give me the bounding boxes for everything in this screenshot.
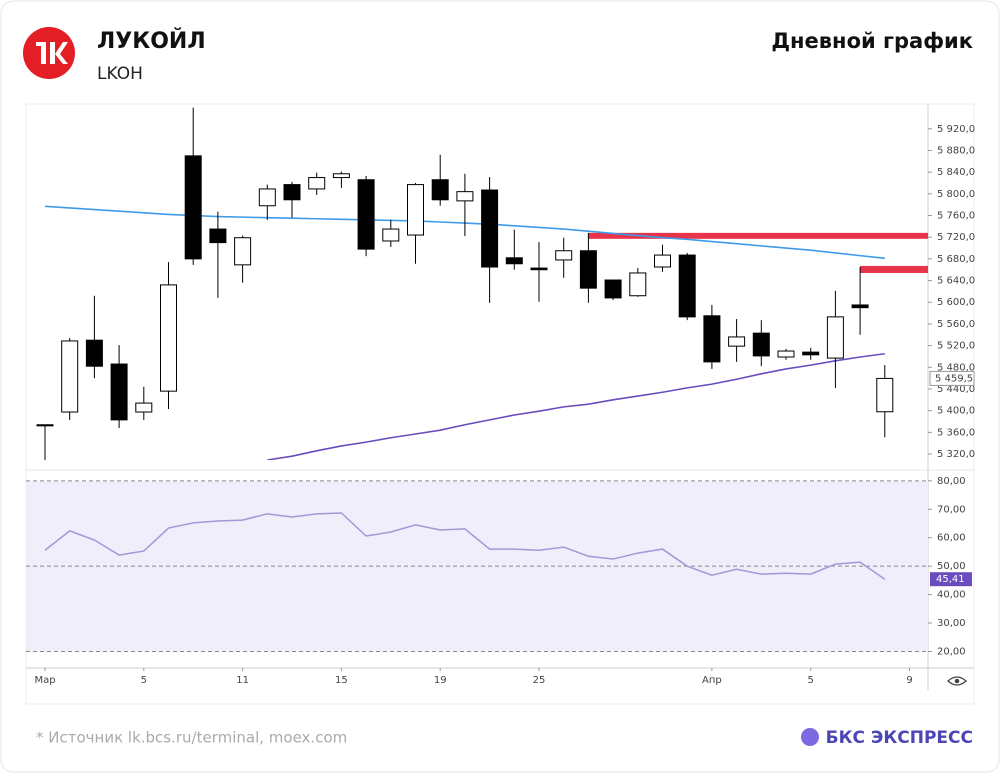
candle-body	[357, 179, 375, 250]
y-tick-label: 5 920,0	[937, 124, 975, 135]
candle-body	[110, 363, 128, 421]
candle-body	[752, 332, 770, 357]
y-tick-label: 70,00	[937, 504, 966, 515]
y-tick-label: 5 840,0	[937, 167, 975, 178]
x-tick-label: 15	[335, 675, 348, 686]
last-price-label: 5 459,5	[935, 373, 973, 384]
x-tick-label: Апр	[702, 675, 722, 686]
candle-body	[332, 173, 350, 179]
zone	[588, 232, 928, 239]
x-tick-label: 11	[236, 675, 249, 686]
y-tick-label: 5 640,0	[937, 276, 975, 287]
y-tick-label: 5 680,0	[937, 254, 975, 265]
candle-body	[728, 336, 746, 347]
y-tick-label: 20,00	[937, 646, 966, 657]
brand-logo	[801, 728, 819, 746]
y-tick-label: 5 440,0	[937, 384, 975, 395]
eye-icon[interactable]	[947, 676, 967, 686]
zone	[860, 265, 928, 273]
candle-body	[36, 424, 54, 427]
y-tick-label: 80,00	[937, 476, 966, 487]
candle-body	[160, 284, 177, 392]
logo	[23, 27, 75, 79]
candle-body	[431, 179, 449, 201]
candle-body	[654, 254, 671, 268]
last-price-box	[929, 370, 975, 386]
source: * Источник lk.bcs.ru/terminal, moex.com	[36, 729, 347, 747]
x-tick-label: Мар	[34, 675, 55, 686]
y-tick-label: 5 720,0	[937, 232, 975, 243]
rsi-line	[44, 512, 886, 580]
candle-body	[678, 254, 696, 318]
y-tick-label: 5 360,0	[937, 427, 975, 438]
candle-body	[234, 237, 252, 266]
candle-body	[85, 339, 103, 367]
y-tick-label: 5 800,0	[937, 189, 975, 200]
moving-average	[267, 352, 885, 460]
candle-body	[629, 272, 647, 297]
y-tick-label: 5 320,0	[937, 449, 975, 460]
price-pane	[36, 107, 928, 460]
x-tick-label: 9	[906, 675, 912, 686]
candle-body	[283, 184, 301, 201]
brand: БКС ЭКСПРЕСС	[826, 728, 973, 748]
y-tick-label: 50,00	[937, 561, 966, 572]
y-tick-label: 5 600,0	[937, 297, 975, 308]
rsi-pane	[26, 480, 928, 652]
y-tick-label: 5 520,0	[937, 341, 975, 352]
ticker: LKOH	[97, 64, 143, 84]
candle-body	[851, 304, 869, 309]
last-value-box	[930, 572, 972, 587]
candle-body	[579, 250, 597, 289]
candle-body	[777, 350, 795, 358]
candle-body	[61, 340, 79, 413]
candle-body	[382, 228, 400, 242]
y-tick-label: 5 480,0	[937, 362, 975, 373]
x-tick-label: 5	[141, 675, 147, 686]
candle-body	[209, 228, 227, 244]
candle-body	[555, 250, 573, 261]
title: ЛУКОЙЛ	[97, 28, 206, 54]
candle-body	[703, 315, 721, 363]
x-tick-label: 25	[533, 675, 546, 686]
candle-body	[530, 267, 548, 271]
y-tick-label: 30,00	[937, 618, 966, 629]
chart-name: Дневной график	[771, 29, 973, 53]
candle-body	[481, 189, 499, 268]
y-tick-label: 5 760,0	[937, 211, 975, 222]
candle-body	[135, 402, 153, 413]
candle-body	[184, 155, 202, 260]
candle-body	[407, 184, 424, 236]
y-tick-label: 5 880,0	[937, 145, 975, 156]
candle-body	[258, 188, 276, 207]
x-tick-label: 19	[434, 675, 447, 686]
last-value-label: 45,41	[936, 574, 965, 585]
candle-body	[308, 177, 326, 190]
candle-body	[876, 377, 894, 413]
y-tick-label: 60,00	[937, 533, 966, 544]
candle-body	[456, 191, 474, 202]
y-tick-label: 5 560,0	[937, 319, 975, 330]
candle-body	[802, 351, 820, 356]
candle-body	[505, 257, 523, 265]
candle-body	[826, 316, 844, 359]
y-tick-label: 5 400,0	[937, 406, 975, 417]
logo-mark	[36, 42, 68, 64]
y-tick-label: 40,00	[937, 590, 966, 601]
plot-frame	[25, 103, 975, 705]
candle-body	[604, 279, 622, 299]
x-tick-label: 5	[808, 675, 814, 686]
